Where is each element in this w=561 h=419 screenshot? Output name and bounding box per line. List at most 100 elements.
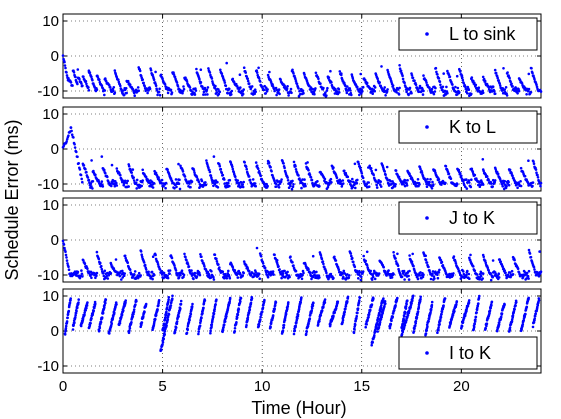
data-point [499,260,503,264]
data-point [468,277,471,281]
data-point [330,81,333,84]
data-point [525,305,529,309]
data-point [403,184,407,188]
data-point [152,78,156,82]
data-point [210,77,214,80]
data-point [429,307,433,311]
data-point [208,71,212,74]
data-point [204,181,207,184]
data-point [411,252,415,256]
data-point [63,60,66,64]
data-point [90,185,93,188]
data-point [301,89,305,92]
data-point [175,81,179,84]
data-point [188,182,191,185]
data-point [514,87,518,90]
data-point [416,178,420,181]
data-point [313,92,316,96]
data-point [166,168,169,171]
data-point [451,83,454,86]
data-point [431,270,435,273]
data-point [314,274,318,277]
data-point [200,179,204,183]
data-point [321,260,325,263]
data-point [340,185,344,188]
data-point [72,323,75,327]
data-point [469,253,472,257]
data-point [66,316,69,320]
data-point [273,179,276,183]
data-point [246,79,250,83]
data-point [208,168,211,172]
data-point [514,304,517,307]
data-point [440,310,444,314]
data-point [353,265,357,269]
data-point [217,88,220,91]
data-point [138,69,142,73]
data-point [269,165,272,169]
data-point [437,328,440,332]
data-point [394,257,397,260]
data-point [436,273,439,277]
data-point [173,187,176,190]
data-point [293,329,297,333]
data-point [344,84,347,87]
data-point [398,67,402,70]
data-point [474,315,478,319]
data-point [204,183,208,187]
data-point [227,303,231,307]
data-point [230,93,233,96]
data-point [372,269,376,273]
data-point [462,270,465,273]
data-point [212,278,216,281]
data-point [278,92,281,96]
data-point [319,254,323,257]
data-point [70,129,73,133]
data-point [310,307,314,310]
data-point [428,86,431,89]
data-point [318,319,321,323]
data-point [436,331,439,335]
data-point [490,300,494,304]
data-point [356,307,360,310]
data-point [272,273,275,276]
data-point [174,328,177,332]
data-point [223,79,226,82]
data-point [496,172,500,176]
data-point [63,64,67,67]
data-point [375,186,379,189]
data-point [539,270,543,274]
data-point [384,94,387,97]
data-point [353,162,357,166]
data-point [215,257,218,261]
data-point [403,323,407,327]
data-point [101,311,105,315]
data-point [357,162,361,166]
data-point [293,165,297,168]
data-point [478,181,481,184]
legend-marker [425,32,429,36]
data-point [361,85,365,89]
data-point [253,88,257,91]
data-point [508,271,512,274]
data-point [346,273,349,276]
data-point [374,330,377,333]
data-point [477,302,480,305]
data-point [326,186,330,189]
data-point [516,92,519,95]
data-point [432,92,436,96]
data-point [404,307,408,310]
data-point [106,271,109,275]
data-point [249,301,253,305]
data-point [154,318,157,321]
data-point [443,297,447,300]
data-point [527,87,531,91]
data-point [380,304,383,307]
data-point [318,317,321,321]
data-point [110,184,113,188]
data-point [112,89,115,92]
data-point [178,178,181,182]
data-point [249,305,252,308]
data-point [320,309,324,312]
data-point [344,171,348,175]
